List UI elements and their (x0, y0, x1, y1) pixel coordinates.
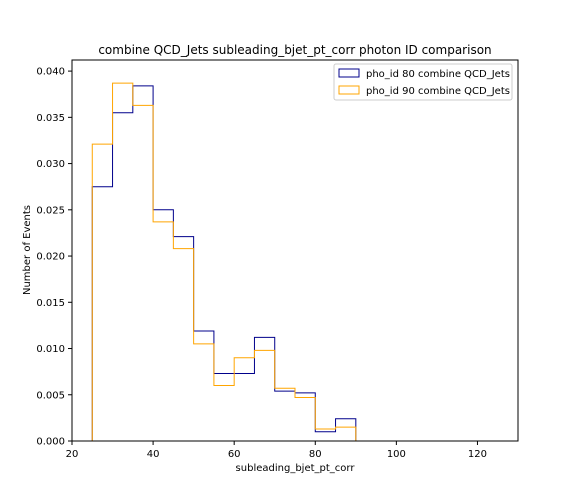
y-axis: 0.000 0.005 0.010 0.015 0.020 0.025 0.030 0.035… (36, 67, 72, 448)
plot-frame (71, 59, 519, 442)
histogram-bin (336, 427, 356, 441)
y-tick-label: 0.025 (36, 205, 65, 216)
y-tick-label: 0.020 (36, 252, 65, 263)
legend-swatch-pho-id-80 (338, 68, 360, 78)
histogram-bin (295, 398, 315, 441)
histogram-bin (214, 386, 234, 441)
y-tick-label: 0.040 (36, 67, 65, 78)
x-axis: 20 40 60 80 100 120 (66, 441, 487, 460)
histogram-bin (133, 105, 153, 441)
legend: pho_id 80 combine QCD_Jets pho_id 90 com… (333, 63, 513, 101)
series-layer (91, 82, 357, 441)
y-tick-label: 0.010 (36, 344, 65, 355)
y-tick-label: 0.000 (36, 437, 65, 448)
histogram-outline (91, 82, 357, 441)
histogram-bin (234, 358, 254, 441)
chart-title: combine QCD_Jets subleading_bjet_pt_corr… (98, 43, 491, 57)
x-axis-label: subleading_bjet_pt_corr (236, 463, 356, 474)
series-pho-id-90 (91, 82, 357, 441)
histogram-bin (113, 83, 133, 441)
histogram-bin (275, 388, 295, 441)
histogram-bin (315, 429, 335, 441)
y-tick-label: 0.035 (36, 113, 65, 124)
histogram-bin (173, 249, 193, 441)
histogram-bin (194, 344, 214, 441)
histogram-bin (153, 222, 173, 441)
x-tick-label: 100 (387, 449, 406, 460)
y-tick-label: 0.030 (36, 159, 65, 170)
x-tick-label: 60 (228, 449, 241, 460)
legend-box (333, 63, 513, 101)
y-axis-label: Number of Events (22, 205, 33, 295)
x-tick-label: 80 (309, 449, 322, 460)
histogram-bin (92, 144, 112, 441)
y-tick-label: 0.005 (36, 390, 65, 401)
legend-label-pho-id-80: pho_id 80 combine QCD_Jets (366, 69, 510, 80)
x-tick-label: 40 (147, 449, 160, 460)
y-tick-label: 0.015 (36, 298, 65, 309)
legend-swatch-pho-id-90 (338, 85, 360, 95)
x-tick-label: 20 (66, 449, 79, 460)
legend-label-pho-id-90: pho_id 90 combine QCD_Jets (366, 86, 510, 97)
x-tick-label: 120 (468, 449, 487, 460)
histogram-bin (254, 350, 274, 441)
